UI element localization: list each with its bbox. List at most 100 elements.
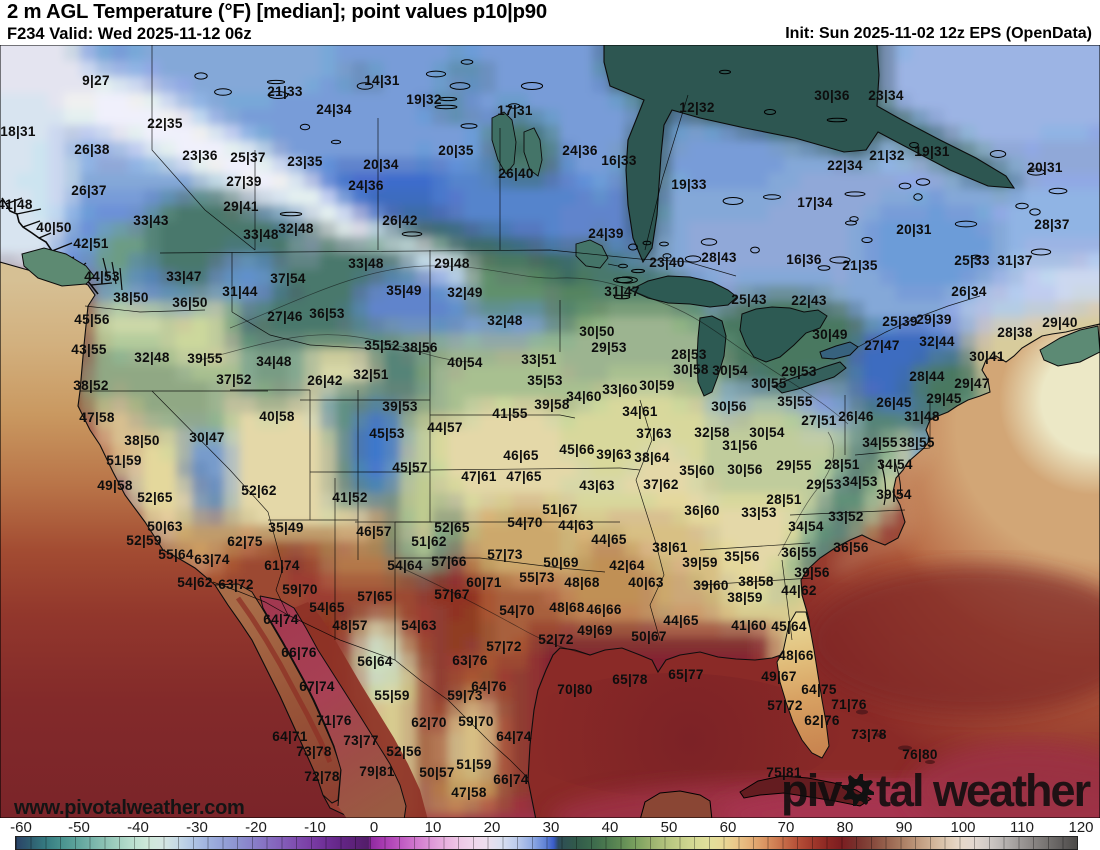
svg-text:32|49: 32|49 — [447, 285, 483, 300]
svg-text:62|70: 62|70 — [411, 715, 447, 730]
svg-text:60|71: 60|71 — [466, 575, 502, 590]
svg-text:39|58: 39|58 — [534, 397, 570, 412]
svg-text:59|70: 59|70 — [458, 714, 494, 729]
svg-text:47|58: 47|58 — [451, 785, 487, 800]
svg-text:21|35: 21|35 — [842, 258, 878, 273]
svg-text:52|56: 52|56 — [386, 744, 422, 759]
svg-text:50|67: 50|67 — [631, 629, 667, 644]
svg-text:18|31: 18|31 — [0, 124, 36, 139]
svg-text:57|72: 57|72 — [767, 698, 803, 713]
svg-text:27|51: 27|51 — [801, 413, 837, 428]
svg-text:38|52: 38|52 — [73, 378, 109, 393]
svg-text:64|75: 64|75 — [801, 682, 837, 697]
svg-text:41|55: 41|55 — [492, 406, 528, 421]
svg-text:31|47: 31|47 — [604, 284, 640, 299]
svg-text:32|48: 32|48 — [134, 350, 170, 365]
svg-text:40|58: 40|58 — [259, 409, 295, 424]
svg-text:73|77: 73|77 — [343, 733, 379, 748]
svg-text:39|55: 39|55 — [187, 351, 223, 366]
svg-text:40|54: 40|54 — [447, 355, 483, 370]
svg-text:32|48: 32|48 — [487, 313, 523, 328]
svg-text:42|64: 42|64 — [609, 558, 645, 573]
svg-text:29|53: 29|53 — [806, 477, 842, 492]
svg-text:63|72: 63|72 — [218, 577, 254, 592]
svg-text:9|27: 9|27 — [82, 73, 110, 88]
svg-text:35|53: 35|53 — [527, 373, 563, 388]
svg-text:36|50: 36|50 — [172, 295, 208, 310]
svg-text:38|56: 38|56 — [402, 340, 438, 355]
svg-text:41|48: 41|48 — [0, 197, 33, 212]
svg-text:38|58: 38|58 — [738, 574, 774, 589]
svg-text:42|51: 42|51 — [73, 236, 109, 251]
svg-text:33|60: 33|60 — [602, 382, 638, 397]
svg-text:38|50: 38|50 — [124, 433, 160, 448]
svg-text:41|60: 41|60 — [731, 618, 767, 633]
svg-text:22|43: 22|43 — [791, 293, 827, 308]
svg-text:46|65: 46|65 — [503, 448, 539, 463]
svg-text:25|39: 25|39 — [882, 314, 918, 329]
svg-text:40|50: 40|50 — [36, 220, 72, 235]
svg-text:57|67: 57|67 — [434, 587, 470, 602]
svg-text:79|81: 79|81 — [359, 764, 395, 779]
svg-text:26|34: 26|34 — [951, 284, 987, 299]
svg-text:28|53: 28|53 — [671, 347, 707, 362]
svg-text:76|80: 76|80 — [902, 747, 938, 762]
svg-text:25|37: 25|37 — [230, 150, 266, 165]
svg-text:39|59: 39|59 — [682, 555, 718, 570]
svg-text:43|55: 43|55 — [71, 342, 107, 357]
svg-text:51|59: 51|59 — [106, 453, 142, 468]
svg-text:46|57: 46|57 — [356, 524, 392, 539]
svg-text:30|49: 30|49 — [812, 327, 848, 342]
svg-text:30|47: 30|47 — [189, 430, 225, 445]
svg-text:21|32: 21|32 — [869, 148, 905, 163]
svg-text:26|37: 26|37 — [71, 183, 107, 198]
svg-text:38|59: 38|59 — [727, 590, 763, 605]
svg-text:64|71: 64|71 — [272, 729, 308, 744]
svg-text:29|45: 29|45 — [926, 391, 962, 406]
svg-text:33|51: 33|51 — [521, 352, 557, 367]
svg-text:40|63: 40|63 — [628, 575, 664, 590]
svg-text:32|58: 32|58 — [694, 425, 730, 440]
svg-text:27|39: 27|39 — [226, 174, 262, 189]
svg-text:45|66: 45|66 — [559, 442, 595, 457]
svg-text:33|52: 33|52 — [828, 509, 864, 524]
svg-text:32|48: 32|48 — [278, 221, 314, 236]
svg-text:57|73: 57|73 — [487, 547, 523, 562]
svg-text:50|57: 50|57 — [419, 765, 455, 780]
svg-text:52|72: 52|72 — [538, 632, 574, 647]
svg-text:43|63: 43|63 — [579, 478, 615, 493]
svg-text:35|49: 35|49 — [268, 520, 304, 535]
svg-text:56|64: 56|64 — [357, 654, 393, 669]
svg-text:30|59: 30|59 — [639, 378, 675, 393]
svg-text:23|36: 23|36 — [182, 148, 218, 163]
svg-text:67|74: 67|74 — [299, 679, 335, 694]
svg-text:29|41: 29|41 — [223, 199, 259, 214]
svg-text:24|36: 24|36 — [348, 178, 384, 193]
svg-text:31|48: 31|48 — [904, 409, 940, 424]
svg-text:28|37: 28|37 — [1034, 217, 1070, 232]
svg-text:30|55: 30|55 — [751, 376, 787, 391]
svg-text:30|36: 30|36 — [814, 88, 850, 103]
svg-text:22|34: 22|34 — [827, 158, 863, 173]
svg-text:54|62: 54|62 — [177, 575, 213, 590]
svg-text:50|63: 50|63 — [147, 519, 183, 534]
svg-text:28|44: 28|44 — [909, 369, 945, 384]
svg-text:39|54: 39|54 — [876, 487, 912, 502]
svg-text:26|38: 26|38 — [74, 142, 110, 157]
svg-text:30|56: 30|56 — [727, 462, 763, 477]
svg-text:48|57: 48|57 — [332, 618, 368, 633]
svg-text:28|51: 28|51 — [766, 492, 802, 507]
svg-text:72|78: 72|78 — [304, 769, 340, 784]
svg-text:20|35: 20|35 — [438, 143, 474, 158]
svg-text:37|54: 37|54 — [270, 271, 306, 286]
svg-text:20|34: 20|34 — [363, 157, 399, 172]
svg-text:35|52: 35|52 — [364, 338, 400, 353]
svg-text:29|47: 29|47 — [954, 376, 990, 391]
svg-text:34|61: 34|61 — [622, 404, 658, 419]
svg-text:25|33: 25|33 — [954, 253, 990, 268]
svg-text:33|48: 33|48 — [243, 227, 279, 242]
svg-text:33|47: 33|47 — [166, 269, 202, 284]
svg-text:37|52: 37|52 — [216, 372, 252, 387]
svg-text:49|67: 49|67 — [761, 669, 797, 684]
svg-text:49|69: 49|69 — [577, 623, 613, 638]
